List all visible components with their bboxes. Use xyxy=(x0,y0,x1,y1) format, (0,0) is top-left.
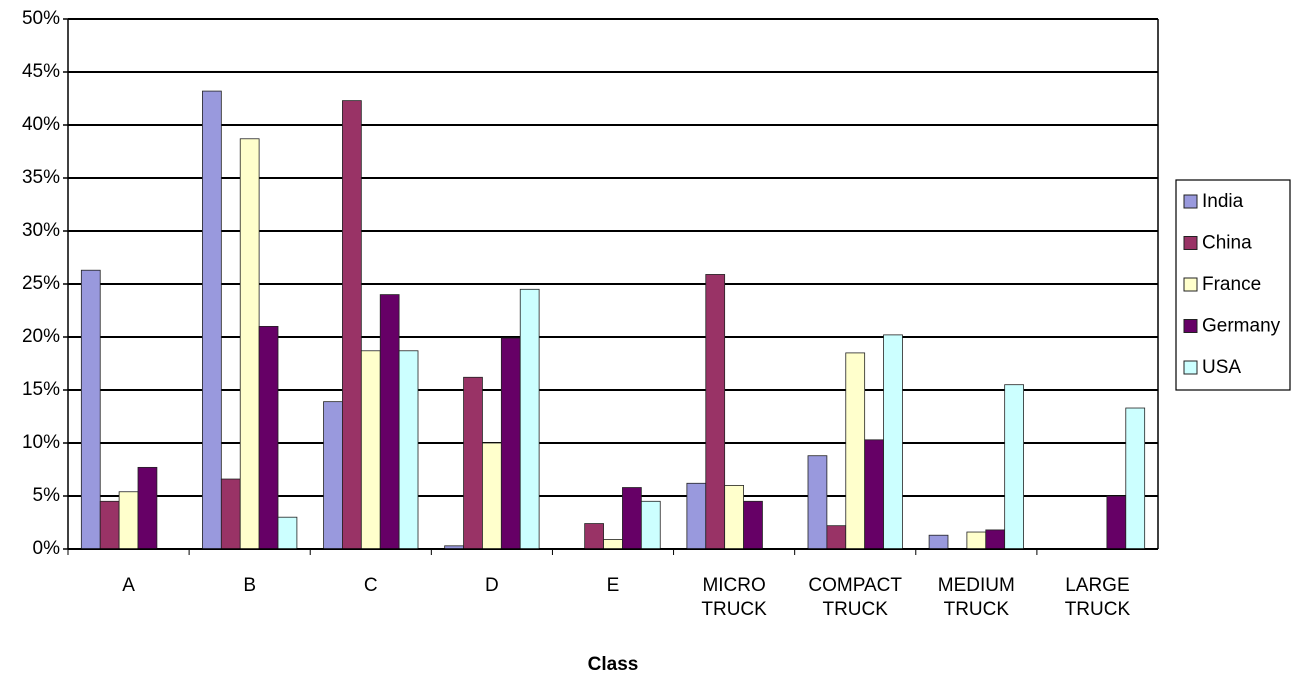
legend-swatch xyxy=(1183,319,1198,333)
x-tick-label: MICRO TRUCK xyxy=(701,575,767,620)
bar xyxy=(640,500,661,550)
x-tick-label: COMPACT TRUCK xyxy=(808,575,903,620)
bar xyxy=(360,350,381,550)
y-tick-label: 25% xyxy=(22,273,60,294)
legend-swatch xyxy=(1183,236,1198,250)
y-tick-label: 35% xyxy=(22,167,60,188)
legend-swatch xyxy=(1183,194,1198,209)
bar xyxy=(584,523,604,550)
bar xyxy=(1004,384,1024,550)
bar xyxy=(864,439,884,550)
bar xyxy=(724,484,744,550)
x-axis-title: Class xyxy=(588,654,639,675)
bar xyxy=(519,288,540,550)
legend-label: France xyxy=(1202,274,1261,295)
bar xyxy=(379,294,400,550)
bar xyxy=(398,350,419,550)
bar xyxy=(202,90,222,550)
bar xyxy=(622,487,642,550)
bar xyxy=(883,334,903,550)
bar xyxy=(928,534,949,550)
y-tick-label: 30% xyxy=(22,220,60,241)
bar xyxy=(239,138,260,550)
y-tick-label: 0% xyxy=(33,538,61,559)
bar xyxy=(966,531,987,550)
bar xyxy=(1125,407,1146,550)
legend-label: India xyxy=(1202,191,1244,212)
legend-label: China xyxy=(1202,233,1252,254)
y-tick-label: 50% xyxy=(22,8,60,29)
bar xyxy=(603,539,623,550)
x-tick-label: MEDIUM TRUCK xyxy=(937,575,1015,620)
y-tick-label: 20% xyxy=(22,326,60,347)
bar xyxy=(807,455,828,550)
bar xyxy=(323,401,343,550)
y-tick-label: 45% xyxy=(22,61,60,82)
legend-swatch xyxy=(1183,277,1198,292)
x-tick-label: E xyxy=(606,575,620,596)
bar xyxy=(118,491,139,550)
legend-label: USA xyxy=(1202,357,1241,378)
bar xyxy=(845,352,866,550)
bar xyxy=(705,274,726,550)
y-tick-label: 15% xyxy=(22,379,60,400)
y-tick-label: 10% xyxy=(22,432,60,453)
bar xyxy=(1106,495,1127,550)
x-tick-label: D xyxy=(485,575,499,596)
bar xyxy=(342,100,362,550)
x-tick-label: A xyxy=(122,575,135,596)
bar xyxy=(137,466,158,550)
x-tick-label: C xyxy=(363,575,378,596)
x-tick-label: LARGE TRUCK xyxy=(1064,575,1131,620)
bar xyxy=(220,478,241,550)
bar xyxy=(258,325,279,550)
bar xyxy=(985,529,1006,550)
bar xyxy=(826,525,847,550)
x-tick-label: B xyxy=(243,575,256,596)
bar xyxy=(500,337,521,550)
y-tick-label: 5% xyxy=(33,485,61,506)
y-tick-label: 40% xyxy=(22,114,60,135)
legend-label: Germany xyxy=(1202,316,1281,337)
bar xyxy=(277,516,298,550)
bar xyxy=(80,269,101,550)
bar xyxy=(482,442,502,550)
bar xyxy=(463,376,483,550)
bar xyxy=(686,482,707,550)
bar xyxy=(743,500,763,550)
legend-swatch xyxy=(1183,360,1198,375)
bar xyxy=(99,500,120,550)
